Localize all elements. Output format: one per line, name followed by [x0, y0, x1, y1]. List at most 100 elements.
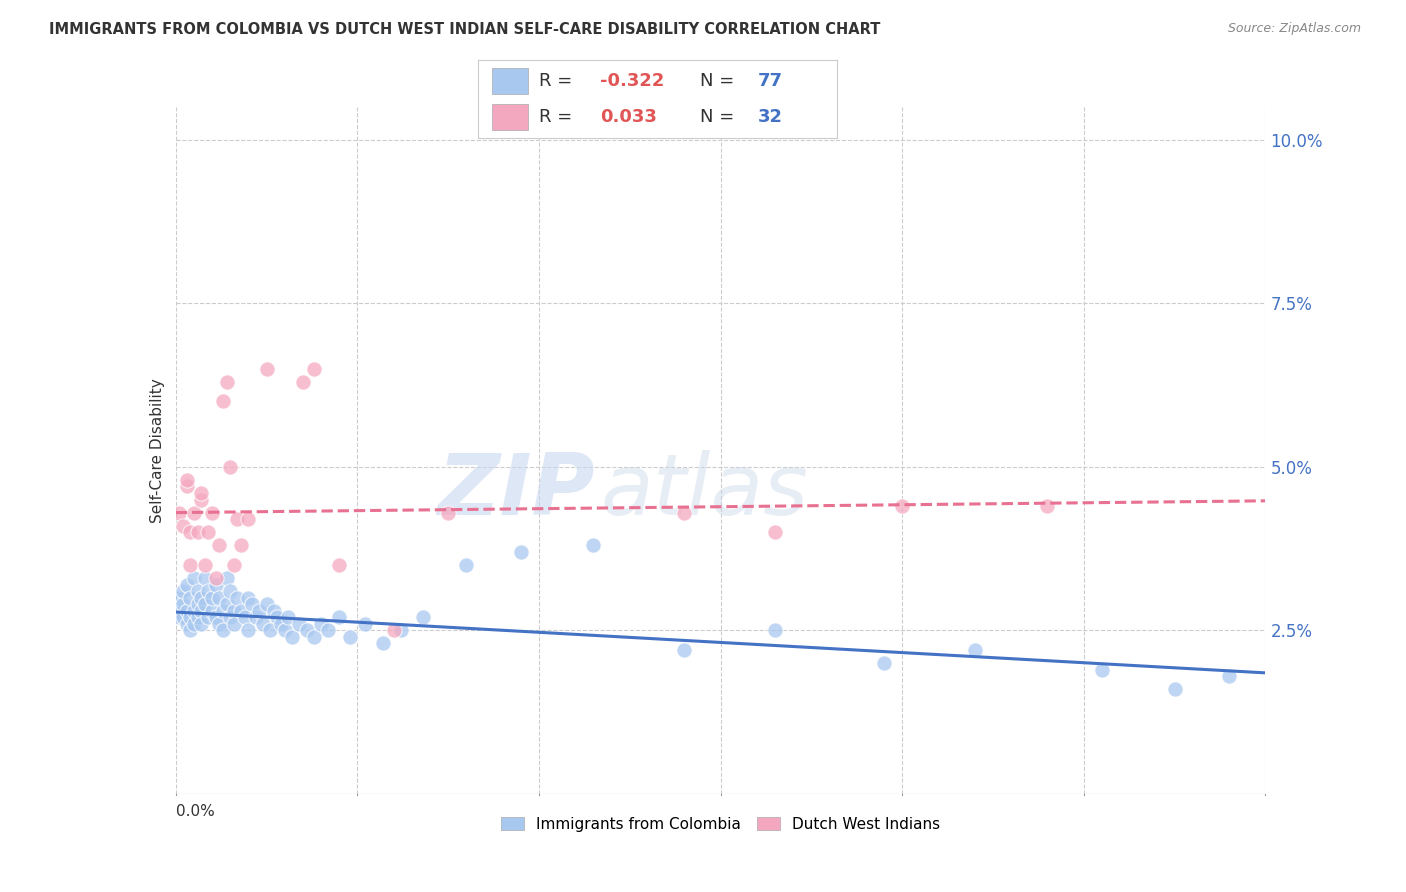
Point	[179, 591, 201, 605]
Point	[412, 610, 434, 624]
Point	[179, 610, 201, 624]
Point	[194, 558, 217, 572]
Point	[763, 624, 786, 638]
Text: R =: R =	[538, 108, 572, 126]
Point	[204, 571, 226, 585]
Point	[238, 624, 260, 638]
Text: -0.322: -0.322	[600, 72, 664, 90]
Point	[328, 558, 350, 572]
Point	[190, 492, 212, 507]
Point	[212, 394, 235, 409]
Text: N =: N =	[700, 108, 734, 126]
Point	[197, 584, 219, 599]
Point	[382, 624, 405, 638]
Point	[219, 459, 242, 474]
Point	[1091, 663, 1114, 677]
Y-axis label: Self-Care Disability: Self-Care Disability	[149, 378, 165, 523]
Point	[190, 591, 212, 605]
Legend: Immigrants from Colombia, Dutch West Indians: Immigrants from Colombia, Dutch West Ind…	[495, 811, 946, 838]
Point	[194, 597, 217, 611]
Text: 0.0%: 0.0%	[176, 805, 215, 819]
Text: atlas: atlas	[600, 450, 808, 533]
Point	[873, 656, 896, 670]
Text: 32: 32	[758, 108, 783, 126]
Point	[259, 624, 281, 638]
Point	[186, 525, 209, 540]
Point	[172, 518, 194, 533]
Point	[339, 630, 361, 644]
Point	[673, 506, 696, 520]
Point	[197, 525, 219, 540]
Point	[194, 571, 217, 585]
Point	[256, 361, 278, 376]
FancyBboxPatch shape	[492, 68, 529, 95]
Point	[763, 525, 786, 540]
Point	[172, 610, 194, 624]
Point	[169, 610, 191, 624]
Point	[302, 630, 325, 644]
Point	[318, 624, 340, 638]
Point	[176, 479, 198, 493]
Point	[215, 571, 238, 585]
Point	[169, 604, 191, 618]
Point	[509, 545, 531, 559]
Text: N =: N =	[700, 72, 734, 90]
Point	[176, 577, 198, 591]
Point	[226, 591, 249, 605]
Point	[197, 610, 219, 624]
Point	[201, 591, 224, 605]
Point	[291, 375, 314, 389]
Point	[238, 591, 260, 605]
Point	[201, 506, 224, 520]
Point	[176, 473, 198, 487]
Point	[169, 591, 191, 605]
Point	[183, 604, 205, 618]
Point	[673, 643, 696, 657]
Point	[183, 571, 205, 585]
Point	[437, 506, 460, 520]
Point	[256, 597, 278, 611]
Point	[245, 610, 267, 624]
Point	[215, 375, 238, 389]
Point	[176, 604, 198, 618]
Point	[389, 624, 412, 638]
Point	[240, 597, 263, 611]
Point	[179, 525, 201, 540]
Point	[328, 610, 350, 624]
Text: IMMIGRANTS FROM COLOMBIA VS DUTCH WEST INDIAN SELF-CARE DISABILITY CORRELATION C: IMMIGRANTS FROM COLOMBIA VS DUTCH WEST I…	[49, 22, 880, 37]
Point	[219, 584, 242, 599]
Point	[201, 604, 224, 618]
Text: Source: ZipAtlas.com: Source: ZipAtlas.com	[1227, 22, 1361, 36]
Point	[231, 604, 253, 618]
Point	[179, 558, 201, 572]
Text: 0.033: 0.033	[600, 108, 657, 126]
Point	[172, 584, 194, 599]
Point	[263, 604, 285, 618]
Point	[252, 616, 274, 631]
FancyBboxPatch shape	[492, 103, 529, 130]
Point	[353, 616, 375, 631]
Point	[190, 486, 212, 500]
Point	[183, 506, 205, 520]
Point	[169, 506, 191, 520]
Text: 77: 77	[758, 72, 783, 90]
Point	[963, 643, 986, 657]
Point	[186, 610, 209, 624]
Point	[288, 616, 311, 631]
Point	[222, 558, 245, 572]
Point	[208, 538, 231, 552]
Point	[204, 610, 226, 624]
Point	[371, 636, 394, 650]
Point	[172, 597, 194, 611]
Point	[891, 499, 914, 513]
Point	[233, 610, 256, 624]
Point	[190, 604, 212, 618]
Point	[215, 597, 238, 611]
Point	[247, 604, 270, 618]
Point	[222, 604, 245, 618]
Point	[226, 512, 249, 526]
Point	[183, 616, 205, 631]
Text: R =: R =	[538, 72, 572, 90]
Point	[582, 538, 605, 552]
Point	[179, 624, 201, 638]
